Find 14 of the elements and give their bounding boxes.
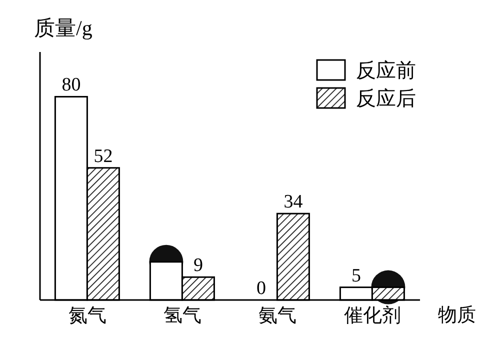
- data-label: 0: [256, 278, 266, 299]
- data-label: 9: [193, 255, 203, 276]
- legend-label: 反应后: [356, 86, 416, 112]
- data-label: 34: [284, 192, 304, 213]
- x-tick-label: 催化剂: [344, 304, 401, 326]
- data-label: 52: [94, 146, 113, 167]
- y-axis-title: 质量/g: [34, 15, 92, 42]
- data-label: 80: [62, 74, 81, 96]
- x-tick-label: 氮气: [68, 305, 106, 326]
- data-label: 5: [351, 265, 361, 286]
- x-tick-label: 氢气: [164, 305, 202, 326]
- x-tick-label: 氨气: [258, 305, 296, 326]
- legend-label: 反应前: [356, 58, 416, 84]
- x-axis-title: 物质: [438, 304, 476, 328]
